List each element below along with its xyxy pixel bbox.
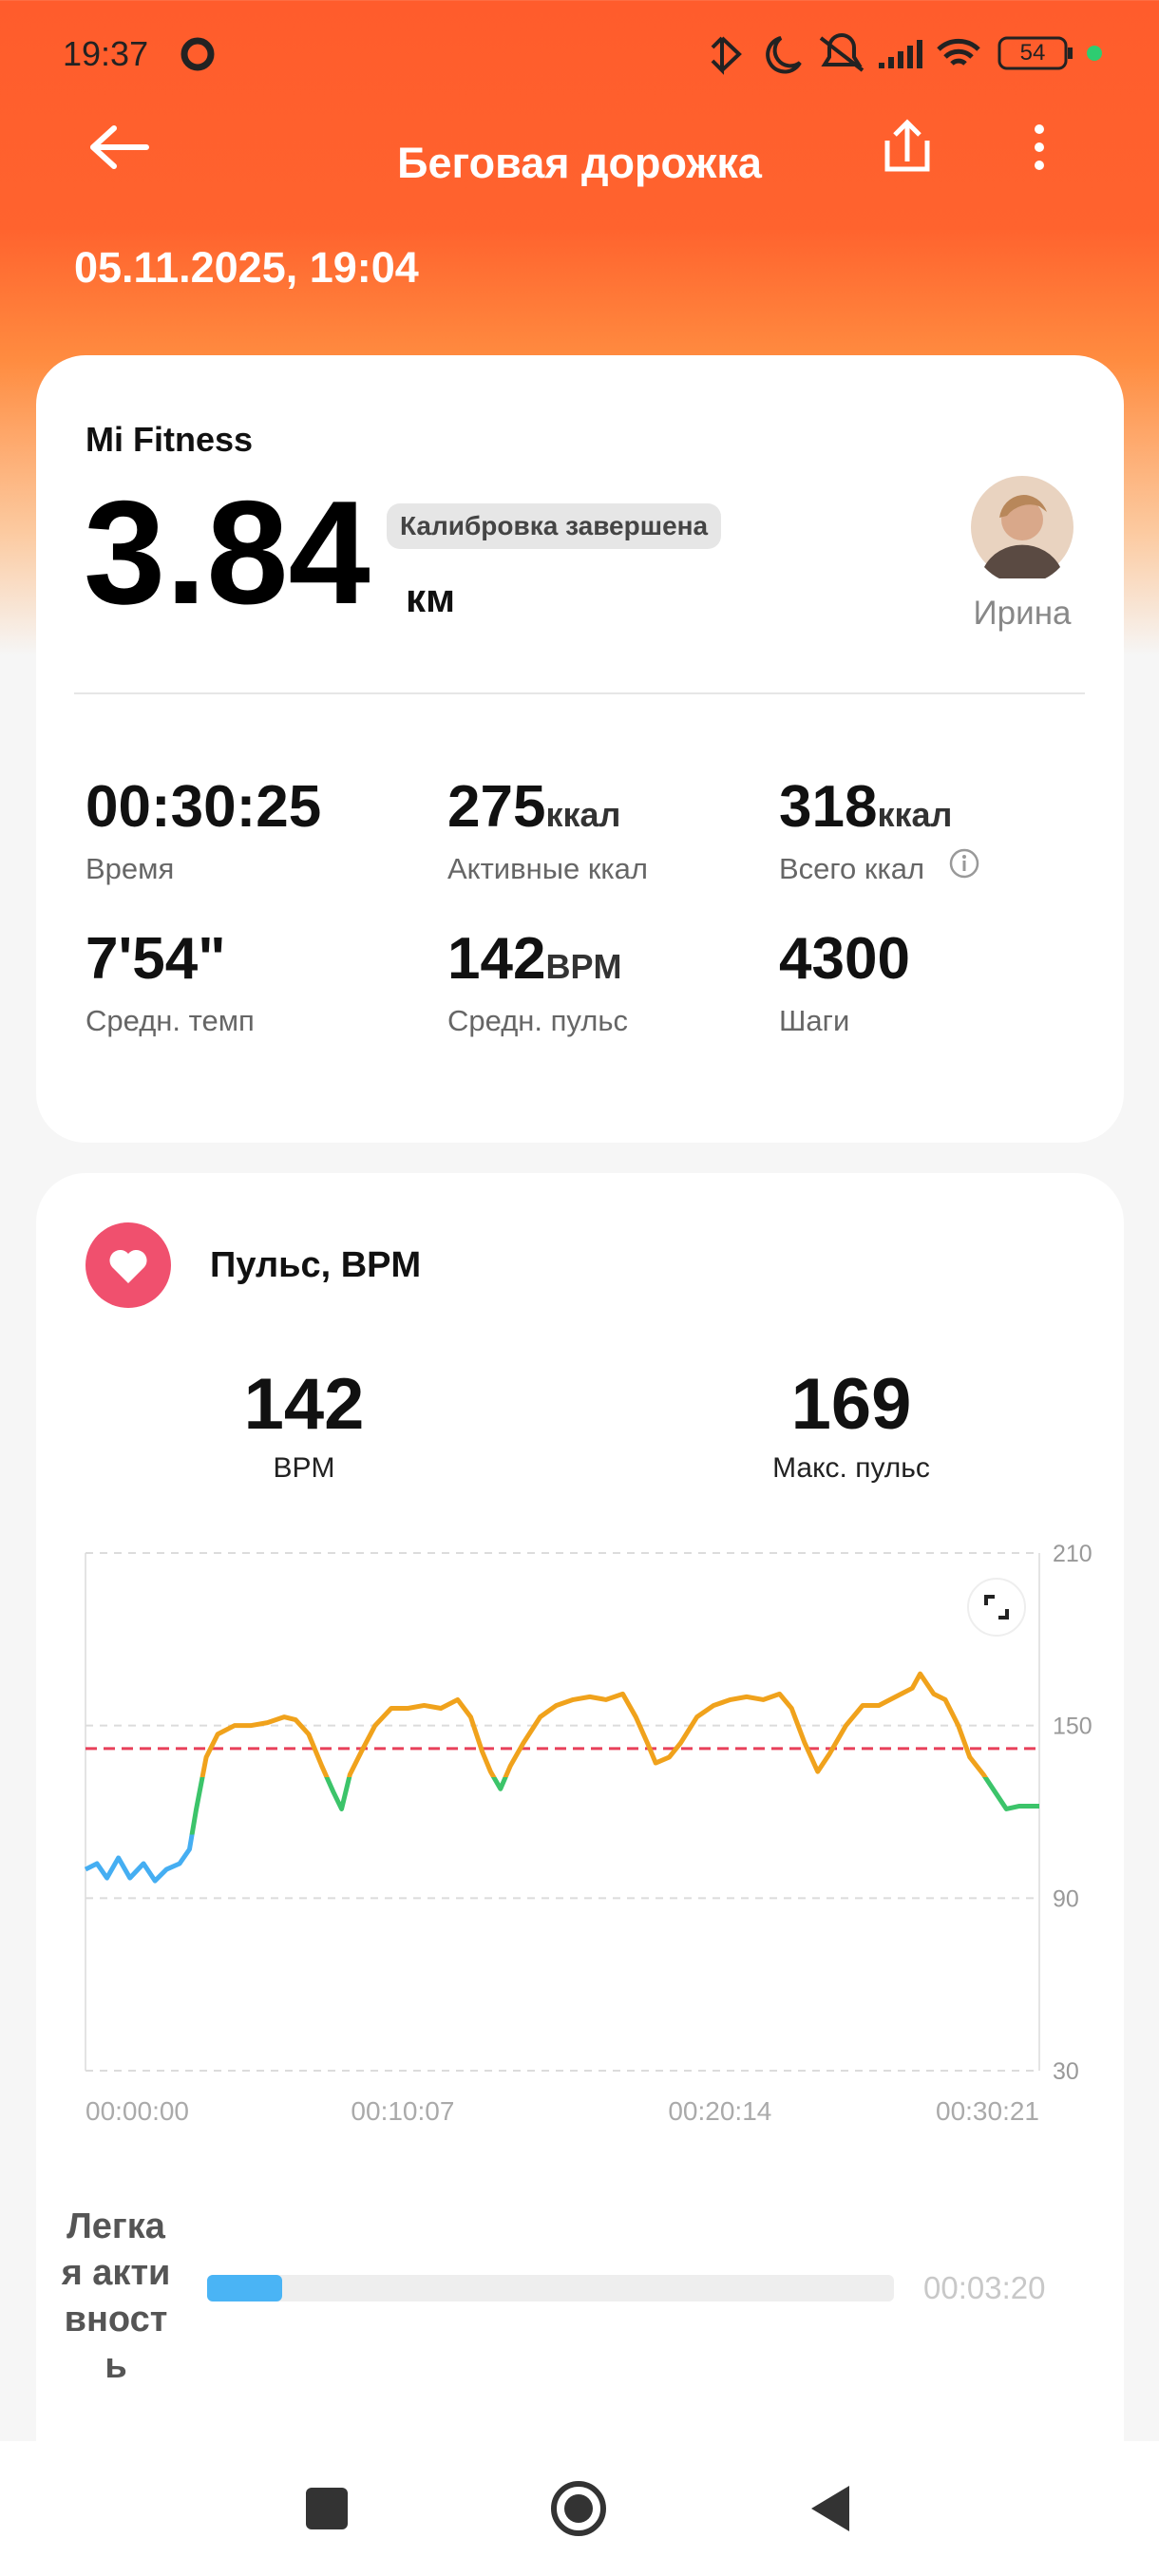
header-icons <box>90 119 1044 172</box>
y-tick-label: 210 <box>1053 1541 1092 1567</box>
expand-glyph <box>984 1595 1009 1619</box>
heart-title: Пульс, BPM <box>210 1245 422 1285</box>
share-button[interactable] <box>884 119 930 172</box>
max-pulse: 169 <box>790 1364 912 1445</box>
expand-button[interactable] <box>967 1578 1026 1637</box>
pulse-line <box>84 1671 1039 1884</box>
stat-value-row: 318ккал <box>779 773 952 841</box>
stat: 4300 Шаги <box>779 925 910 1038</box>
stat: 00:30:25 Время <box>86 773 321 886</box>
privacy-dot <box>1087 46 1102 61</box>
x-tick-label: 00:30:21 <box>936 2096 1039 2126</box>
header-title: Беговая дорожка <box>397 139 762 187</box>
zone-bar <box>207 2275 283 2301</box>
x-tick-label: 00:20:14 <box>668 2096 771 2126</box>
stat-value-row: 7'54" <box>86 925 255 993</box>
stat-unit: ккал <box>545 795 621 834</box>
recents-button[interactable] <box>306 2488 348 2529</box>
zone-track <box>207 2275 894 2301</box>
x-tick-label: 00:00:00 <box>86 2096 189 2126</box>
avatar[interactable] <box>971 476 1074 578</box>
stat-value-row: 00:30:25 <box>86 773 321 841</box>
stat: 318ккал Всего ккал <box>779 773 952 886</box>
stat-label: Активные ккал <box>447 852 648 885</box>
source: Mi Fitness <box>86 420 254 459</box>
stat-unit: BPM <box>545 947 622 986</box>
distance: 3.84 <box>84 470 370 635</box>
home-button[interactable] <box>551 2481 606 2536</box>
status-time: 19:37 <box>63 34 149 73</box>
avg-pulse-label: BPM <box>273 1452 335 1484</box>
avg-pulse: 142 <box>243 1364 365 1445</box>
bluetooth-icon <box>711 36 742 75</box>
calibration-badge: Калибровка завершена <box>387 503 722 549</box>
stat-value-row: 275ккал <box>447 773 648 841</box>
summary-card: Mi Fitness 3.84 км Калибровка завершена … <box>36 355 1124 1143</box>
stat-value-row: 142BPM <box>447 925 628 993</box>
stat-label: Время <box>86 852 175 885</box>
more-button[interactable] <box>1035 124 1044 170</box>
stat-value: 275 <box>447 774 546 840</box>
stat-value: 4300 <box>779 926 910 992</box>
stat-value: 00:30:25 <box>86 774 322 840</box>
divider <box>74 692 1085 694</box>
stat-label: Средн. темп <box>86 1004 255 1037</box>
zone-duration: 00:03:20 <box>923 2270 1046 2305</box>
info-icon[interactable] <box>948 847 980 880</box>
stat-value: 318 <box>779 774 878 840</box>
signal-icon <box>879 40 922 68</box>
nav-bar <box>0 2441 1159 2576</box>
y-tick-label: 90 <box>1053 1885 1079 1912</box>
heart-icon <box>86 1222 171 1308</box>
status-icons: 54 <box>180 33 1102 75</box>
heart-rate-chart: 30 90 150 210 00:00:00 00:10:07 00:20:14 00:30:… <box>84 1541 1092 2126</box>
back-nav-button[interactable] <box>811 2486 849 2531</box>
back-button[interactable] <box>90 125 149 169</box>
battery-level: 54 <box>1020 40 1046 66</box>
stat-label: Средн. пульс <box>447 1004 628 1037</box>
expand-circle <box>967 1578 1026 1637</box>
battery-tip <box>1068 47 1073 59</box>
stat: 142BPM Средн. пульс <box>447 925 628 1038</box>
moon-icon <box>766 36 802 74</box>
stat-value-row: 4300 <box>779 925 910 993</box>
zone-name: Легкая активность <box>61 2207 171 2386</box>
heart-card: Пульс, BPM 142 BPM 169 Макс. пульс <box>36 1173 1124 2576</box>
stat-label: Всего ккал <box>779 852 925 885</box>
mute-icon <box>819 33 864 72</box>
status-icon <box>180 37 215 71</box>
battery-icon <box>998 36 1068 70</box>
distance-unit: км <box>406 576 456 620</box>
stat: 275ккал Активные ккал <box>447 773 648 886</box>
y-tick-label: 30 <box>1053 2058 1079 2085</box>
stat-value: 7'54" <box>86 926 226 992</box>
user-name: Ирина <box>973 595 1072 632</box>
workout-date: 05.11.2025, 19:04 <box>74 243 419 292</box>
stat-label: Шаги <box>779 1004 850 1037</box>
y-tick-label: 150 <box>1053 1714 1092 1740</box>
max-pulse-label: Макс. пульс <box>772 1452 930 1484</box>
wifi-icon <box>937 38 980 66</box>
stat-unit: ккал <box>877 795 953 834</box>
x-tick-label: 00:10:07 <box>351 2096 454 2126</box>
stat-value: 142 <box>447 926 546 992</box>
stat: 7'54" Средн. темп <box>86 925 255 1038</box>
